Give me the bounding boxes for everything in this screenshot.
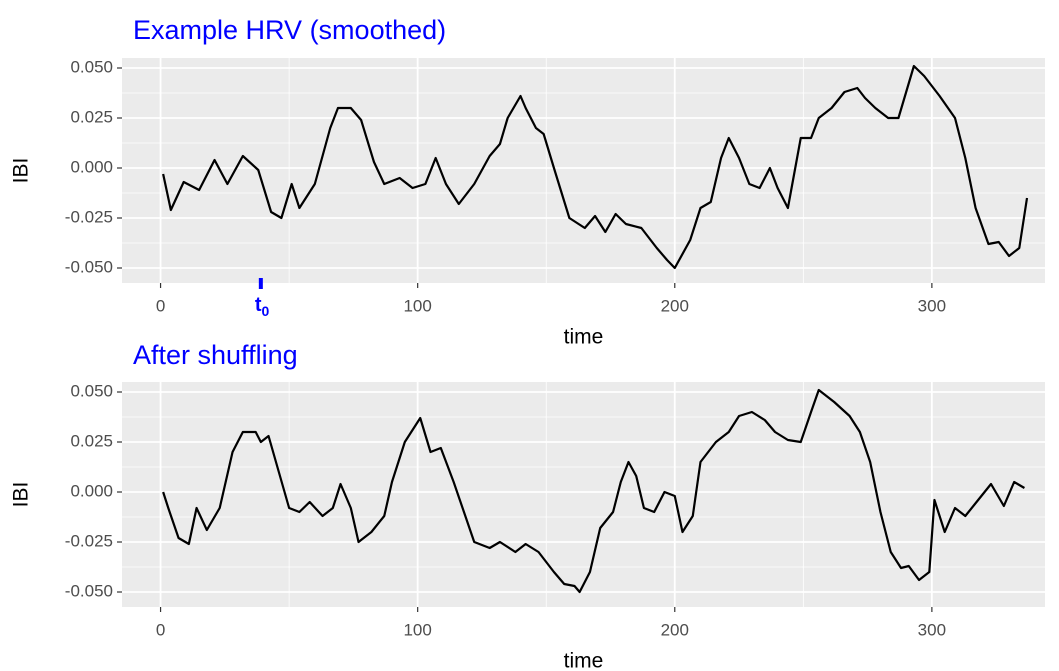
y-tick-label: 0.000 <box>70 157 113 176</box>
x-tick-label: 0 <box>156 296 165 315</box>
y-tick-label: -0.050 <box>65 257 113 276</box>
plot-background <box>122 58 1045 283</box>
x-tick-label: 300 <box>918 620 946 639</box>
annotation-subscript: 0 <box>262 303 270 319</box>
plot-background <box>122 382 1045 607</box>
x-tick-label: 200 <box>661 296 689 315</box>
y-axis-label: IBI <box>10 482 33 508</box>
y-tick-label: 0.050 <box>70 381 113 400</box>
annotation-label: t0 <box>255 294 270 318</box>
y-tick-label: -0.025 <box>65 531 113 550</box>
annotation-mark <box>258 278 263 289</box>
data-line <box>162 388 1025 594</box>
y-tick-label: 0.025 <box>70 107 113 126</box>
annotation-text: t <box>255 294 262 316</box>
x-tick-label: 200 <box>661 620 689 639</box>
y-tick-label: 0.000 <box>70 481 113 500</box>
data-line <box>162 64 1029 270</box>
y-tick-label: 0.025 <box>70 431 113 450</box>
chart-panel: 0 100 200 300 -0.050 -0.025 0.000 0.025 0.050 Aft… <box>10 340 1045 671</box>
chart-title: After shuffling <box>133 340 298 370</box>
x-tick-label: 100 <box>403 296 431 315</box>
chart-panel: 0 100 200 300 -0.050 -0.025 0.000 0.025 0.050 Exa… <box>10 15 1045 349</box>
chart-title: Example HRV (smoothed) <box>133 15 446 45</box>
y-axis-label: IBI <box>10 158 33 184</box>
x-tick-label: 300 <box>918 296 946 315</box>
x-axis-label: time <box>564 650 604 671</box>
y-tick-label: 0.050 <box>70 57 113 76</box>
x-axis-label: time <box>564 326 604 349</box>
y-tick-label: -0.050 <box>65 581 113 600</box>
x-tick-label: 0 <box>156 620 165 639</box>
x-tick-label: 100 <box>403 620 431 639</box>
y-tick-label: -0.025 <box>65 207 113 226</box>
